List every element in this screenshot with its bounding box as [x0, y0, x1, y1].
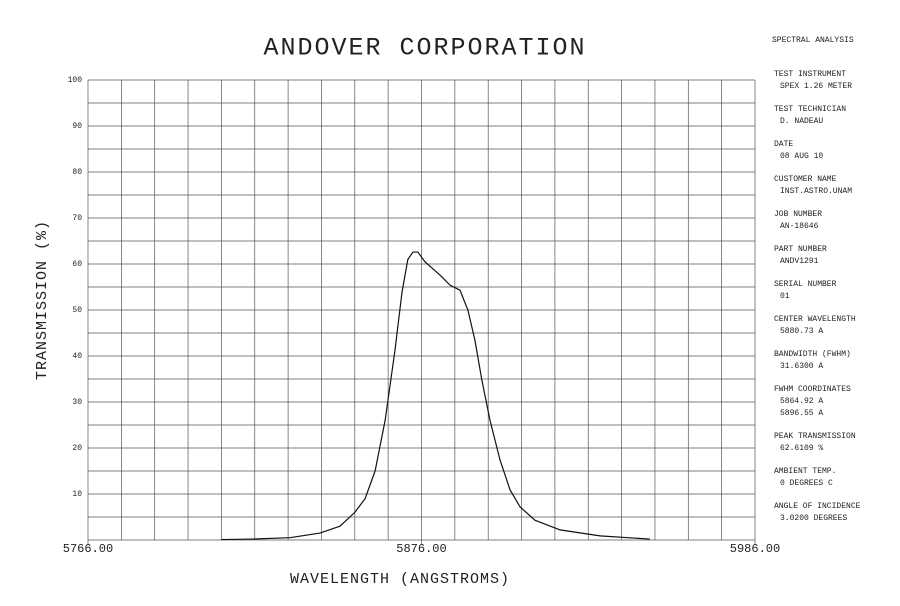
panel-value: 3.0200 DEGREES: [780, 514, 847, 523]
x-tick-label: 5766.00: [63, 542, 113, 556]
y-tick-label: 70: [72, 214, 82, 223]
panel-label: PEAK TRANSMISSION: [774, 432, 856, 441]
panel-label: SERIAL NUMBER: [774, 280, 837, 289]
panel-value: 0 DEGREES C: [780, 479, 833, 488]
panel-label: ANGLE OF INCIDENCE: [774, 502, 861, 511]
y-tick-label: 90: [72, 122, 82, 131]
panel-value: 08 AUG 10: [780, 152, 823, 161]
panel-title: SPECTRAL ANALYSIS: [772, 36, 854, 45]
panel-value: 31.6300 A: [780, 362, 823, 371]
y-axis-label: TRANSMISSION (%): [34, 220, 51, 380]
y-tick-label: 50: [72, 306, 82, 315]
panel-label: FWHM COORDINATES: [774, 385, 851, 394]
panel-value: 01: [780, 292, 790, 301]
panel-value: D. NADEAU: [780, 117, 823, 126]
panel-label: AMBIENT TEMP.: [774, 467, 836, 476]
panel-value: SPEX 1.26 METER: [780, 82, 852, 91]
panel-value: 5864.92 A: [780, 397, 823, 406]
panel-value: 5880.73 A: [780, 327, 823, 336]
panel-label: TEST TECHNICIAN: [774, 105, 846, 114]
x-tick-label: 5876.00: [396, 542, 446, 556]
panel-label: CENTER WAVELENGTH: [774, 315, 856, 324]
panel-label: TEST INSTRUMENT: [774, 70, 846, 79]
panel-value: AN-18646: [780, 222, 819, 231]
x-axis-label: WAVELENGTH (ANGSTROMS): [290, 571, 510, 588]
panel-label: DATE: [774, 140, 793, 149]
panel-label: CUSTOMER NAME: [774, 175, 837, 184]
y-tick-label: 20: [72, 444, 82, 453]
panel-value: ANDV1291: [780, 257, 819, 266]
panel-label: BANDWIDTH (FWHM): [774, 350, 851, 359]
y-tick-label: 30: [72, 398, 82, 407]
panel-value: 5896.55 A: [780, 409, 823, 418]
panel-value: 62.6109 %: [780, 444, 823, 453]
y-tick-label: 60: [72, 260, 82, 269]
spectrum-line: [221, 251, 650, 541]
panel-label: JOB NUMBER: [774, 210, 822, 219]
y-tick-label: 10: [72, 490, 82, 499]
y-tick-label: 80: [72, 168, 82, 177]
chart-title: ANDOVER CORPORATION: [263, 34, 586, 63]
panel-value: INST.ASTRO.UNAM: [780, 187, 852, 196]
y-tick-label: 40: [72, 352, 82, 361]
panel-label: PART NUMBER: [774, 245, 827, 254]
y-tick-label: 100: [68, 76, 83, 85]
x-tick-label: 5986.00: [730, 542, 780, 556]
